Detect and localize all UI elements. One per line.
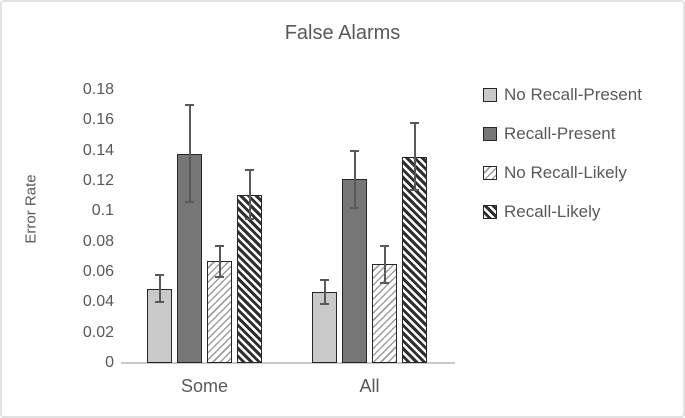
y-tick-label: 0.12: [82, 172, 114, 189]
error-bar-cap-top: [215, 245, 224, 248]
error-bar-line: [323, 279, 326, 304]
y-tick-label: 0.18: [82, 81, 114, 98]
bar-recall-likely: [237, 194, 262, 363]
error-bar-line: [248, 170, 251, 219]
error-bar-line: [158, 275, 161, 303]
legend-label: Recall-Present: [504, 124, 616, 143]
legend-label: Recall-Likely: [504, 202, 601, 221]
y-tick-label: 0.06: [82, 263, 114, 280]
legend-swatch-solid-dark: [483, 127, 497, 141]
bar-recall-likely: [402, 156, 427, 363]
y-tick-label: 0.04: [82, 293, 114, 311]
error-bar-cap-bottom: [215, 275, 224, 278]
x-category-label: All: [359, 376, 380, 396]
chart-title: False Alarms: [284, 22, 401, 44]
error-bar-cap-top: [410, 122, 419, 125]
legend-swatch-hatch-dark: [483, 205, 497, 219]
legend-label: No Recall-Likely: [504, 163, 627, 182]
x-category-label: Some: [180, 376, 229, 396]
error-bar-cap-top: [245, 169, 254, 172]
y-tick-label: 0.02: [82, 323, 114, 341]
y-tick-label: 0.08: [82, 232, 114, 250]
y-axis-title: Error Rate: [22, 174, 40, 244]
bar-no-recall-likely: [207, 261, 232, 363]
legend-item: No Recall-Likely: [483, 161, 642, 185]
legend-item: No Recall-Present: [483, 83, 642, 107]
bar-no-recall-likely: [372, 264, 397, 363]
error-bar-cap-top: [155, 274, 164, 277]
error-bar-line: [218, 246, 221, 277]
error-bar-cap-top: [185, 104, 194, 107]
error-bar-cap-bottom: [380, 281, 389, 284]
error-bar-line: [353, 150, 356, 209]
error-bar-cap-bottom: [245, 217, 254, 220]
y-tick-label: 0: [105, 354, 114, 371]
legend: No Recall-Present Recall-Present No Recall…: [483, 83, 642, 239]
legend-label: No Recall-Present: [504, 85, 642, 104]
error-bar-cap-bottom: [350, 207, 359, 210]
y-tick-label: 0.14: [82, 141, 114, 159]
error-bar-cap-top: [380, 245, 389, 248]
error-bar-cap-top: [320, 278, 329, 281]
legend-swatch-hatch-light: [483, 166, 497, 180]
x-axis-line: [121, 362, 455, 364]
y-tick-label: 0.1: [91, 202, 114, 220]
legend-swatch-solid-light: [483, 88, 497, 102]
legend-item: Recall-Present: [483, 122, 642, 146]
y-tick-label: 0.16: [82, 111, 114, 129]
error-bar-line: [188, 105, 191, 203]
error-bar-cap-bottom: [155, 301, 164, 304]
legend-item: Recall-Likely: [483, 200, 642, 224]
error-bar-cap-bottom: [185, 201, 194, 204]
error-bar-cap-bottom: [320, 302, 329, 305]
error-bar-cap-bottom: [410, 189, 419, 192]
error-bar-line: [383, 246, 386, 283]
bar-recall-present: [177, 153, 202, 363]
bar-recall-present: [342, 179, 367, 363]
error-bar-line: [413, 123, 416, 191]
error-bar-cap-top: [350, 149, 359, 152]
